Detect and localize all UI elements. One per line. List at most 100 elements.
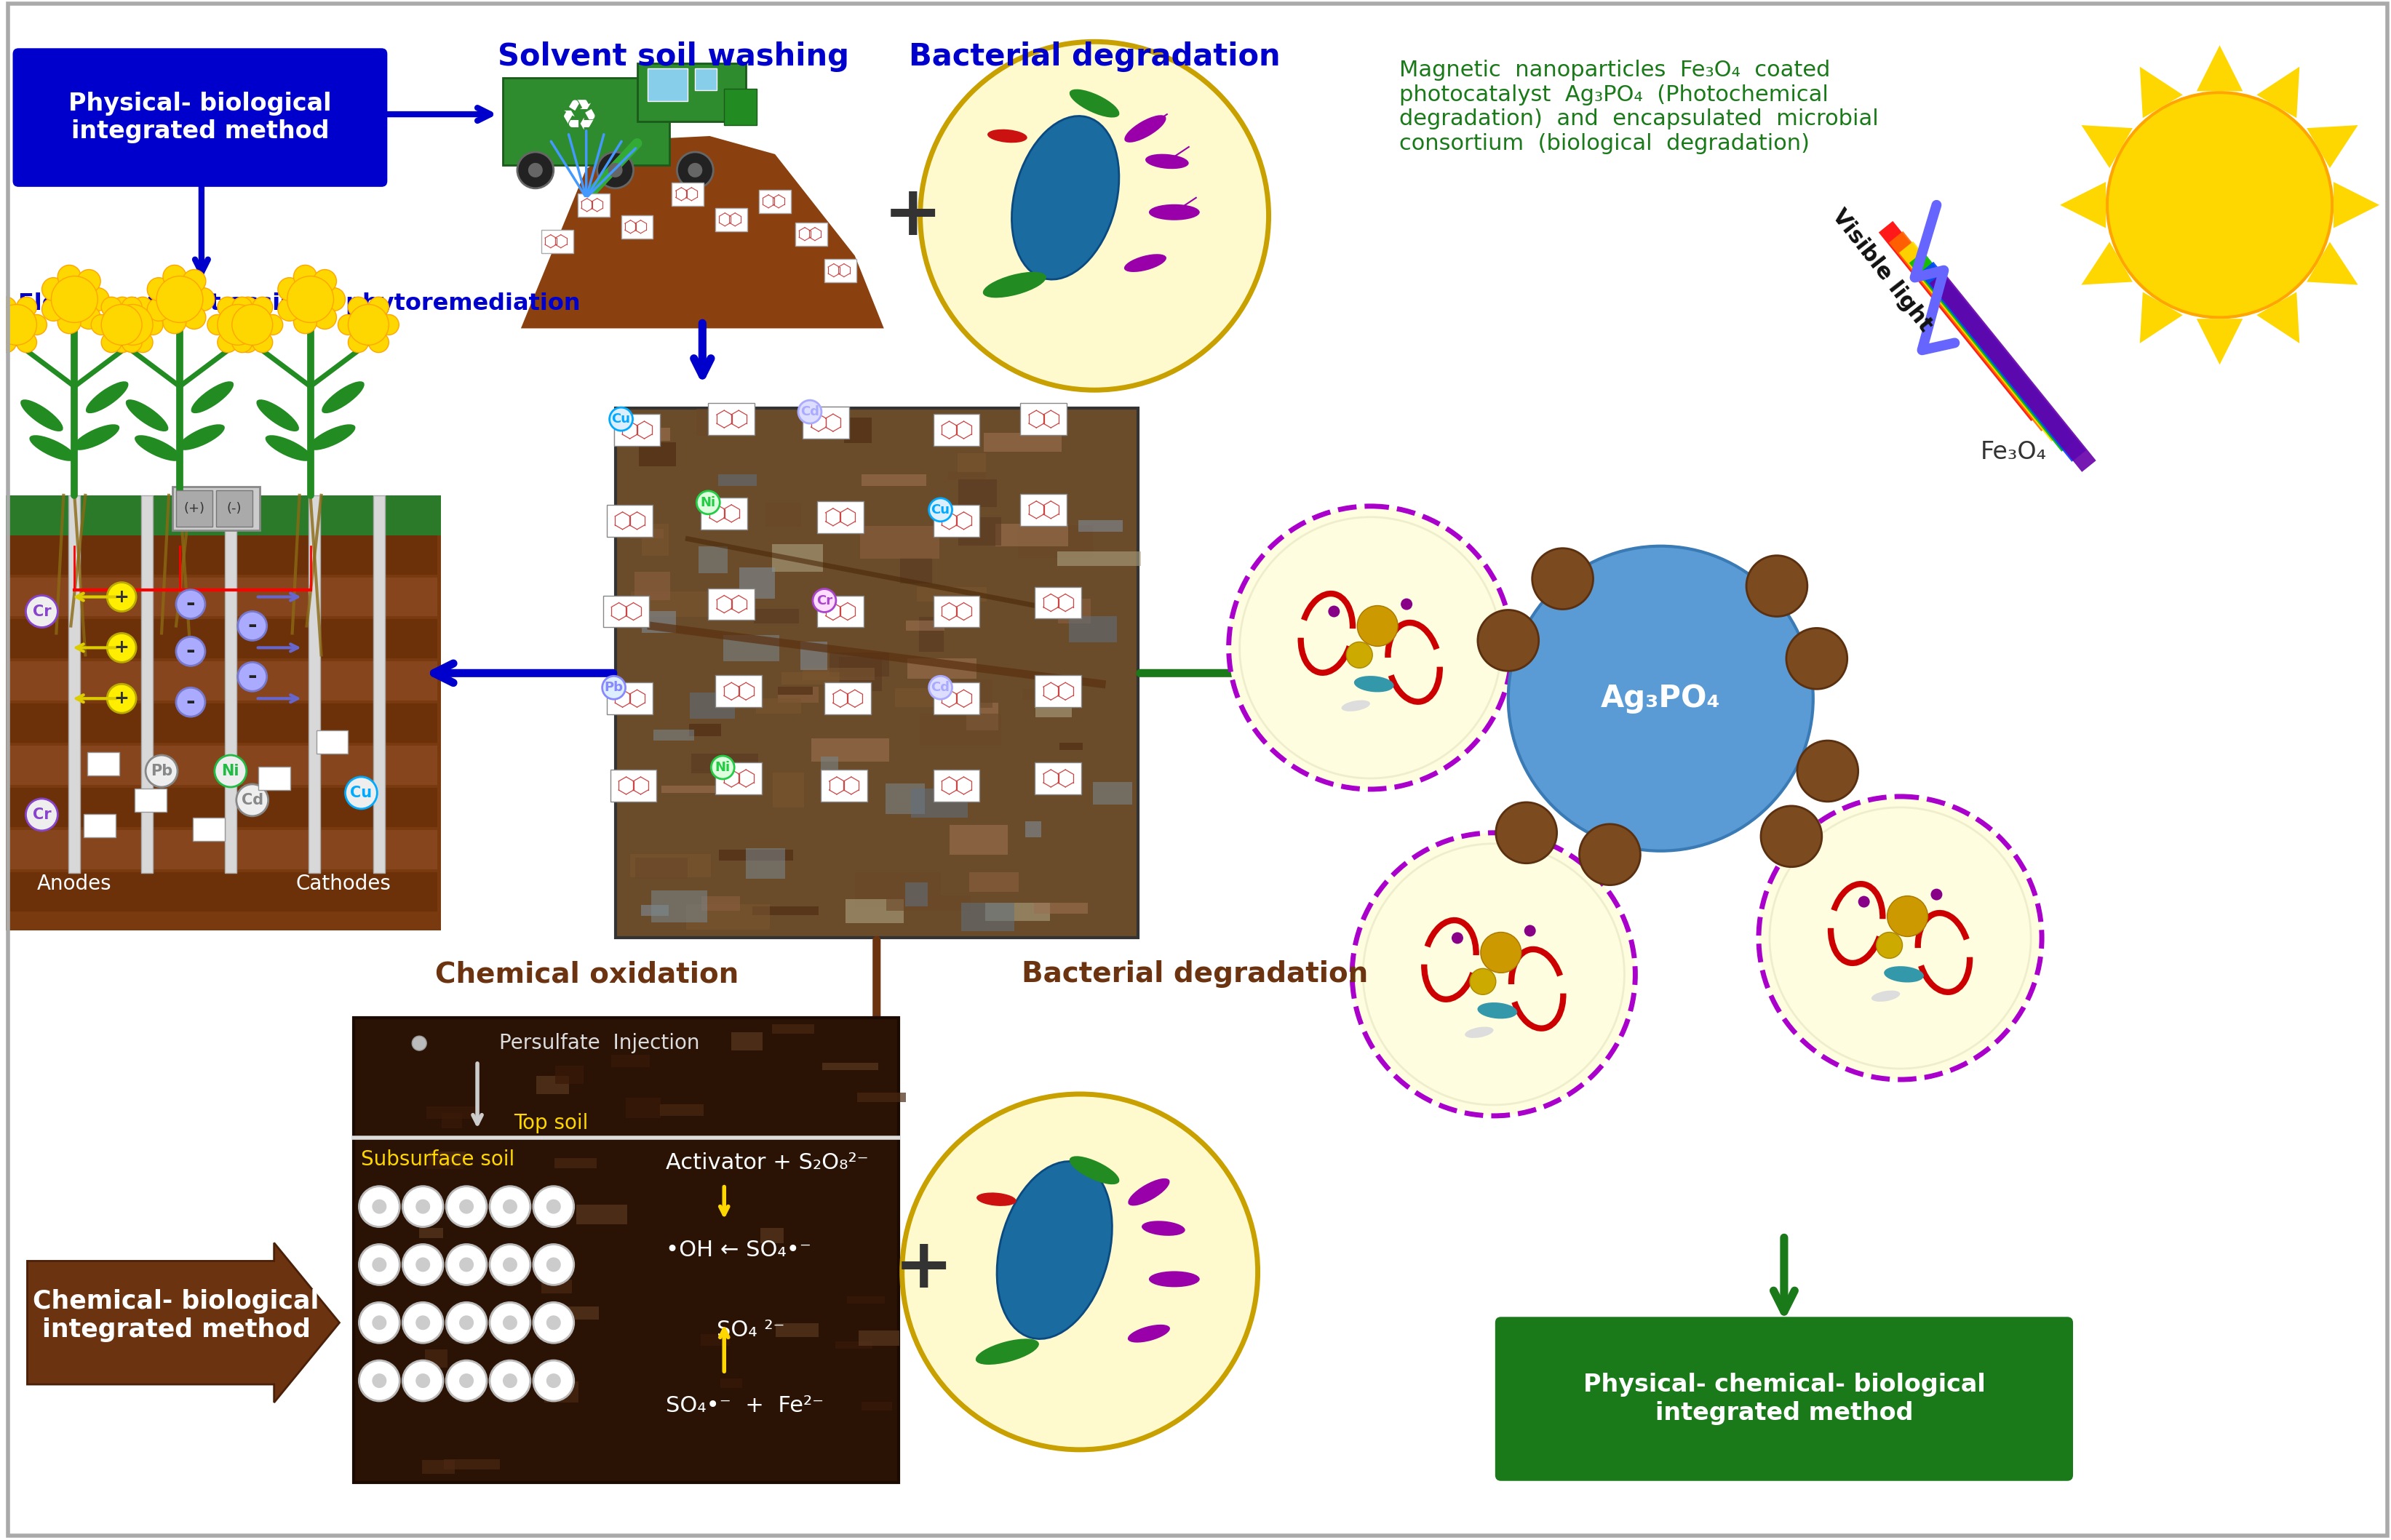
Polygon shape xyxy=(2257,293,2300,343)
Circle shape xyxy=(677,152,713,188)
Circle shape xyxy=(359,1360,399,1401)
FancyBboxPatch shape xyxy=(949,825,1009,855)
FancyBboxPatch shape xyxy=(636,63,746,122)
Circle shape xyxy=(928,676,952,699)
Circle shape xyxy=(132,333,153,353)
FancyBboxPatch shape xyxy=(607,682,653,715)
Text: Ni: Ni xyxy=(222,764,239,778)
Circle shape xyxy=(232,333,253,353)
FancyBboxPatch shape xyxy=(373,496,385,873)
FancyBboxPatch shape xyxy=(442,1113,461,1129)
Polygon shape xyxy=(2080,125,2133,168)
FancyBboxPatch shape xyxy=(610,770,658,802)
FancyBboxPatch shape xyxy=(856,1092,906,1103)
FancyBboxPatch shape xyxy=(1069,616,1117,642)
Ellipse shape xyxy=(1069,89,1119,117)
FancyBboxPatch shape xyxy=(985,902,1050,921)
Circle shape xyxy=(249,314,268,334)
Text: Ni: Ni xyxy=(715,761,729,775)
Ellipse shape xyxy=(1353,676,1394,691)
FancyBboxPatch shape xyxy=(555,1066,583,1084)
Ellipse shape xyxy=(1124,254,1167,273)
FancyBboxPatch shape xyxy=(614,408,1138,938)
Circle shape xyxy=(313,306,337,330)
Circle shape xyxy=(86,288,110,311)
Polygon shape xyxy=(2140,66,2183,119)
Ellipse shape xyxy=(1141,1221,1186,1235)
Circle shape xyxy=(378,314,399,334)
Circle shape xyxy=(349,333,368,353)
FancyBboxPatch shape xyxy=(720,850,794,861)
FancyBboxPatch shape xyxy=(894,688,956,707)
Circle shape xyxy=(416,1374,430,1388)
FancyBboxPatch shape xyxy=(717,474,758,485)
FancyBboxPatch shape xyxy=(966,702,999,730)
Text: Anodes: Anodes xyxy=(38,873,112,893)
Circle shape xyxy=(1346,642,1372,668)
Circle shape xyxy=(43,297,65,320)
FancyBboxPatch shape xyxy=(696,410,720,436)
Circle shape xyxy=(1760,805,1822,867)
FancyBboxPatch shape xyxy=(641,904,669,915)
Circle shape xyxy=(1478,610,1540,671)
FancyBboxPatch shape xyxy=(947,471,985,480)
FancyBboxPatch shape xyxy=(823,1063,877,1070)
FancyBboxPatch shape xyxy=(641,611,677,633)
Circle shape xyxy=(533,1360,574,1401)
FancyBboxPatch shape xyxy=(995,524,1069,547)
FancyBboxPatch shape xyxy=(803,668,875,681)
FancyBboxPatch shape xyxy=(971,872,1019,892)
Ellipse shape xyxy=(1478,1003,1518,1019)
Circle shape xyxy=(100,297,122,317)
Circle shape xyxy=(208,314,227,334)
Circle shape xyxy=(1932,889,1941,901)
Circle shape xyxy=(294,311,318,334)
FancyBboxPatch shape xyxy=(701,497,748,530)
Circle shape xyxy=(237,662,268,691)
FancyBboxPatch shape xyxy=(1021,403,1066,436)
Circle shape xyxy=(17,333,36,353)
Ellipse shape xyxy=(256,399,299,431)
Text: Subsurface soil: Subsurface soil xyxy=(361,1149,514,1169)
Circle shape xyxy=(1745,556,1808,616)
FancyBboxPatch shape xyxy=(861,474,925,485)
Ellipse shape xyxy=(179,425,225,450)
Circle shape xyxy=(100,333,122,353)
Circle shape xyxy=(148,297,170,320)
Circle shape xyxy=(277,297,301,320)
FancyBboxPatch shape xyxy=(961,902,1014,932)
Circle shape xyxy=(490,1303,531,1343)
Ellipse shape xyxy=(1148,205,1200,220)
FancyBboxPatch shape xyxy=(985,433,1062,451)
Ellipse shape xyxy=(1341,701,1370,711)
FancyBboxPatch shape xyxy=(225,496,237,873)
Circle shape xyxy=(607,163,622,177)
Circle shape xyxy=(1470,969,1497,995)
FancyBboxPatch shape xyxy=(354,1018,899,1483)
Circle shape xyxy=(545,1200,562,1214)
Circle shape xyxy=(447,1360,488,1401)
FancyBboxPatch shape xyxy=(701,896,741,910)
FancyBboxPatch shape xyxy=(1035,675,1081,707)
Text: SO₄•⁻  +  Fe²⁻: SO₄•⁻ + Fe²⁻ xyxy=(667,1395,825,1417)
FancyBboxPatch shape xyxy=(691,693,734,719)
Circle shape xyxy=(0,305,36,345)
FancyBboxPatch shape xyxy=(796,222,827,245)
Circle shape xyxy=(112,305,153,345)
FancyBboxPatch shape xyxy=(753,906,818,915)
FancyBboxPatch shape xyxy=(801,642,827,670)
Circle shape xyxy=(50,276,98,322)
Circle shape xyxy=(77,306,100,330)
Circle shape xyxy=(459,1200,473,1214)
Text: Ag₃PO₄: Ag₃PO₄ xyxy=(1600,684,1722,713)
Ellipse shape xyxy=(323,382,363,413)
Circle shape xyxy=(237,784,268,816)
Text: SO₄ ²⁻: SO₄ ²⁻ xyxy=(717,1320,784,1340)
Text: +: + xyxy=(882,182,942,249)
FancyBboxPatch shape xyxy=(579,194,610,217)
FancyBboxPatch shape xyxy=(7,662,438,701)
Polygon shape xyxy=(2197,45,2243,91)
Circle shape xyxy=(1877,932,1903,958)
Circle shape xyxy=(1798,741,1858,802)
FancyBboxPatch shape xyxy=(765,502,801,527)
